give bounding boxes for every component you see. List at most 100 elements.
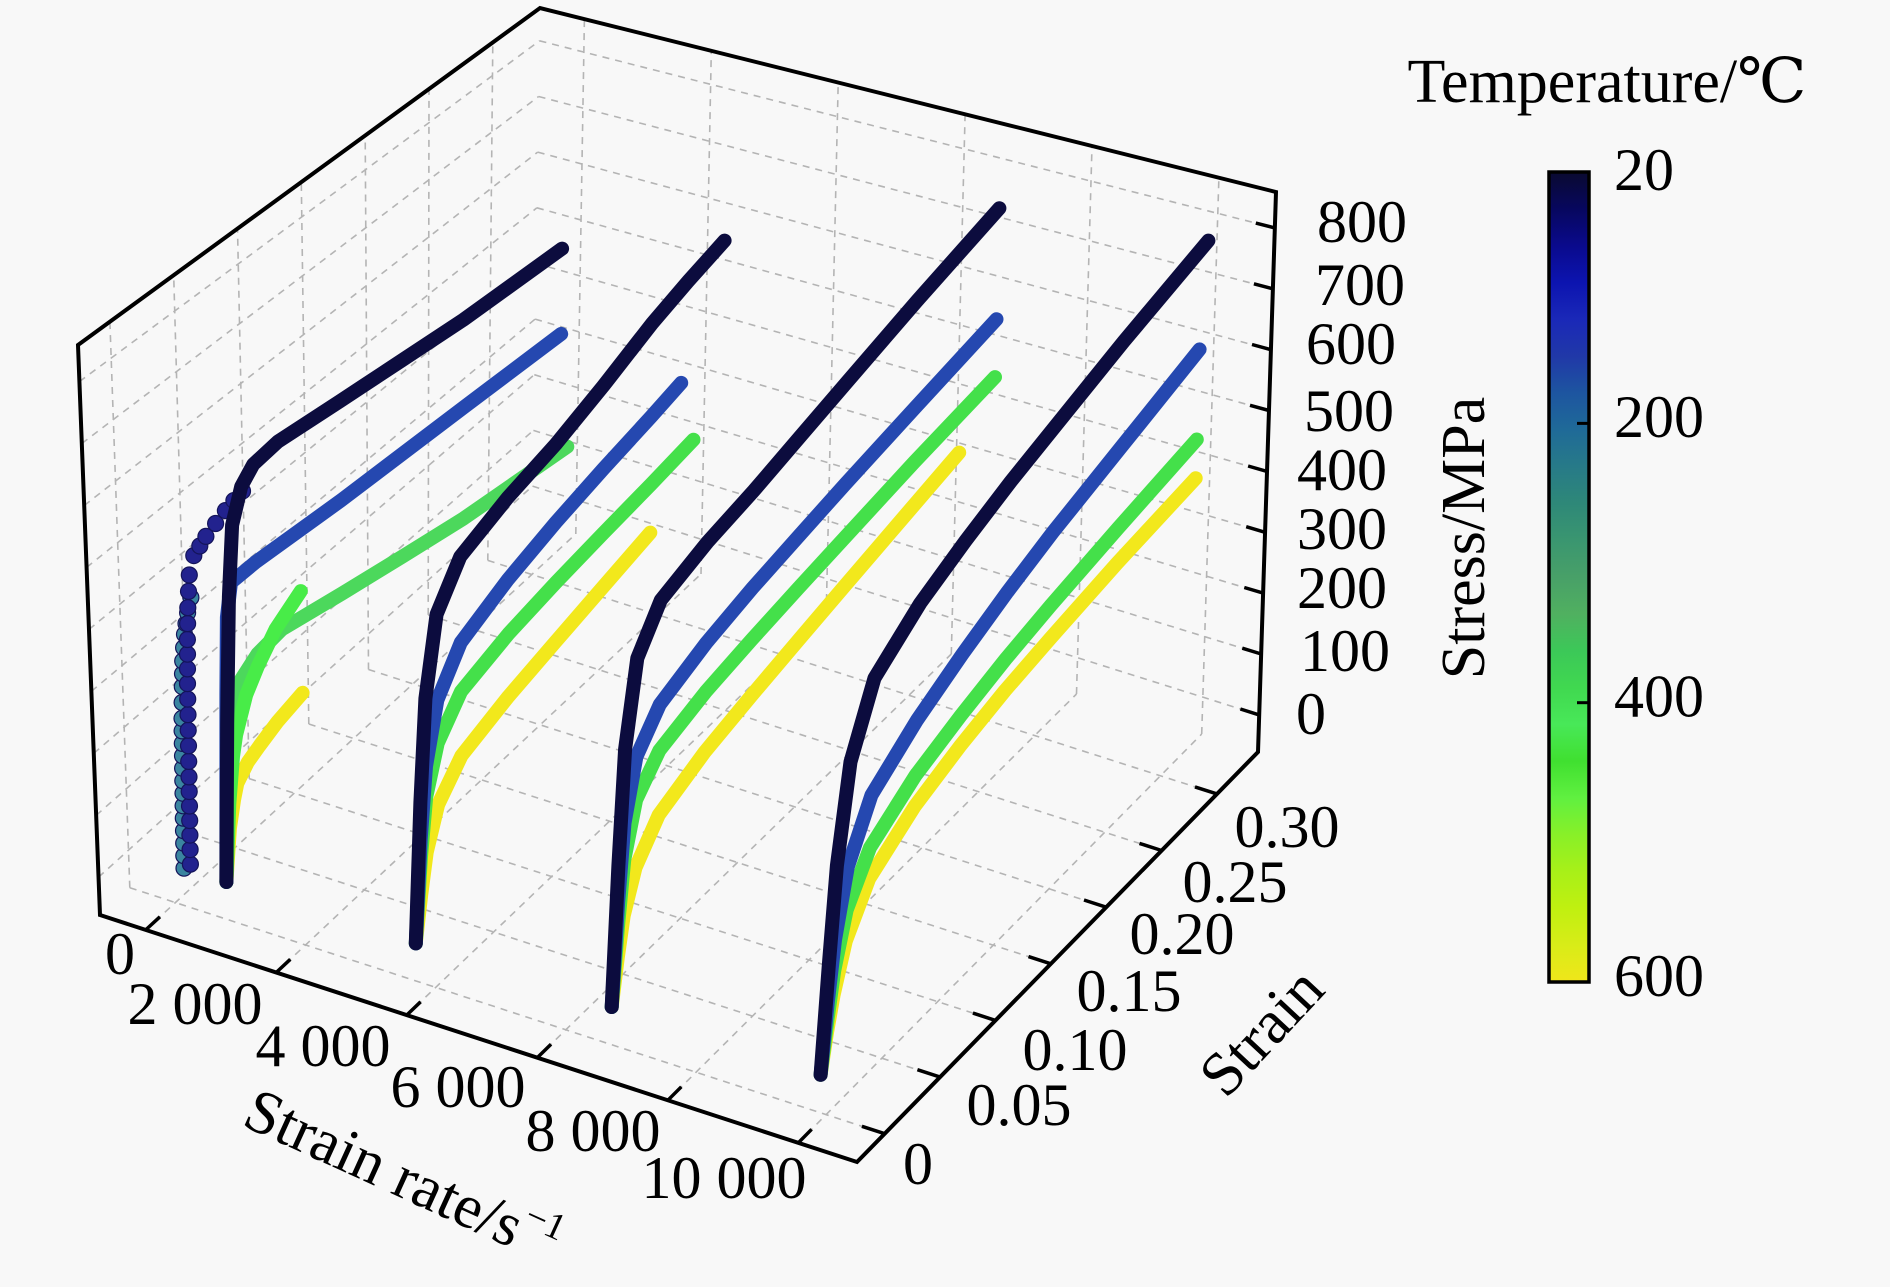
data-series bbox=[173, 201, 1216, 1082]
strain-axis-tick bbox=[972, 1011, 997, 1023]
floor-gridline bbox=[667, 693, 1078, 1101]
floor-gridline bbox=[275, 573, 702, 974]
left-wall-gridline bbox=[86, 207, 538, 569]
data-point bbox=[179, 737, 198, 755]
stress-tick-label: 400 bbox=[1297, 437, 1387, 503]
data-point bbox=[179, 599, 197, 617]
stress-axis-tick bbox=[1241, 646, 1262, 656]
floor-gridline bbox=[189, 832, 941, 1078]
data-point bbox=[179, 690, 197, 708]
data-point bbox=[180, 768, 198, 786]
back-wall-gridline bbox=[539, 40, 1275, 229]
stress-axis-tick bbox=[1251, 342, 1272, 352]
curve-800-20 bbox=[219, 241, 570, 889]
x-tick-label: 10 000 bbox=[642, 1145, 807, 1211]
data-point bbox=[178, 674, 197, 693]
back-wall-gridline bbox=[575, 19, 586, 535]
back-wall-gridline bbox=[535, 262, 1268, 473]
curve-6700-20 bbox=[604, 201, 1007, 1014]
data-point bbox=[179, 582, 198, 601]
axes-box-outline bbox=[75, 5, 1279, 1165]
data-point bbox=[179, 614, 197, 633]
left-wall-gridline bbox=[487, 42, 494, 561]
colorbar-tick-label: 200 bbox=[1614, 384, 1704, 450]
x-axis-tick bbox=[666, 1085, 683, 1102]
back-wall-gridline bbox=[533, 429, 1262, 655]
back-wall-gridline bbox=[537, 151, 1272, 351]
stress-tick-label: 500 bbox=[1304, 378, 1394, 444]
stress-axis-tick bbox=[1245, 525, 1266, 534]
colorbar-tick-label: 400 bbox=[1614, 663, 1704, 729]
strain-axis-tick bbox=[861, 1124, 886, 1136]
x-tick-label: 2 000 bbox=[128, 971, 263, 1037]
stress-axis-tick bbox=[1243, 585, 1264, 595]
strain-tick-label: 0 bbox=[903, 1131, 933, 1197]
data-point bbox=[181, 855, 199, 873]
data-point bbox=[207, 514, 225, 533]
x-axis-tick bbox=[405, 1000, 422, 1017]
colorbar-tick-label: 20 bbox=[1614, 137, 1674, 203]
curve-3700-20 bbox=[408, 233, 732, 951]
data-point bbox=[178, 660, 197, 678]
colorbar-title: Temperature/℃ bbox=[1408, 48, 1807, 116]
strain-tick-label: 0.30 bbox=[1235, 794, 1340, 860]
stress-tick-label: 600 bbox=[1306, 311, 1396, 377]
x-tick-label: 0 bbox=[105, 921, 135, 987]
left-wall-gridline bbox=[364, 135, 370, 670]
scatter-series-250-20 bbox=[178, 482, 252, 873]
colorbar-tick-label: 600 bbox=[1614, 943, 1704, 1009]
data-point bbox=[180, 566, 198, 584]
x-tick-label: 6 000 bbox=[391, 1054, 526, 1120]
back-wall-gridline bbox=[1200, 177, 1220, 735]
data-point bbox=[181, 811, 199, 830]
data-point bbox=[180, 782, 198, 801]
stress-axis-tick bbox=[1249, 403, 1270, 413]
x-axis-tick bbox=[797, 1128, 813, 1145]
strain-axis-tick bbox=[1138, 841, 1163, 853]
x-tick-label: 8 000 bbox=[526, 1098, 661, 1164]
x-axis-tick bbox=[535, 1043, 553, 1059]
colorbar-ticks: 20 200 400 600 bbox=[1577, 137, 1704, 1009]
stress-tick-label: 100 bbox=[1300, 618, 1390, 684]
strain-axis-tick bbox=[1194, 785, 1218, 796]
back-wall-gridline bbox=[538, 95, 1274, 290]
floor-gridline bbox=[427, 614, 1162, 852]
data-point bbox=[180, 797, 199, 815]
strain-axis-tick bbox=[1027, 954, 1052, 966]
axes-frame bbox=[75, 5, 1279, 1165]
colorbar-gradient bbox=[1547, 170, 1591, 984]
strain-axis-tick bbox=[916, 1068, 941, 1079]
left-wall-gridline bbox=[81, 95, 540, 445]
left-wall-gridline bbox=[427, 88, 430, 615]
back-wall-gridline bbox=[825, 82, 839, 615]
data-point bbox=[179, 706, 197, 724]
axis-ticks bbox=[144, 221, 1276, 1145]
stress-tick-label: 200 bbox=[1297, 555, 1387, 621]
left-wall-gridline bbox=[109, 321, 131, 888]
left-wall-gridline bbox=[93, 374, 535, 754]
data-point bbox=[181, 840, 199, 859]
curve-9900-20 bbox=[813, 233, 1216, 1082]
floor-gridline bbox=[487, 559, 1218, 795]
strain-tick-label: 0.20 bbox=[1130, 901, 1235, 967]
stress-tick-label: 0 bbox=[1296, 681, 1326, 747]
strain-tick-label: 0.05 bbox=[967, 1072, 1072, 1138]
temperature-colorbar: Temperature/℃ 20 200 400 600 bbox=[1408, 48, 1807, 1009]
stress-tick-label: 300 bbox=[1297, 496, 1387, 562]
left-wall-gridline bbox=[83, 151, 539, 507]
x-axis-tick bbox=[275, 958, 292, 974]
strain-axis-tick bbox=[1083, 898, 1107, 909]
floor-gridline bbox=[797, 733, 1203, 1144]
x-axis-tick bbox=[144, 915, 162, 932]
stress-axis-tick bbox=[1255, 221, 1276, 230]
back-wall-gridline bbox=[700, 50, 713, 575]
data-point bbox=[180, 752, 198, 771]
back-wall-gridline bbox=[532, 485, 1260, 716]
data-point bbox=[178, 645, 197, 663]
stress-axis-title: Stress/MPa bbox=[1430, 397, 1498, 679]
floor-gridline bbox=[145, 533, 577, 931]
stress-tick-label: 800 bbox=[1317, 189, 1407, 255]
x-tick-label: 4 000 bbox=[256, 1013, 391, 1079]
